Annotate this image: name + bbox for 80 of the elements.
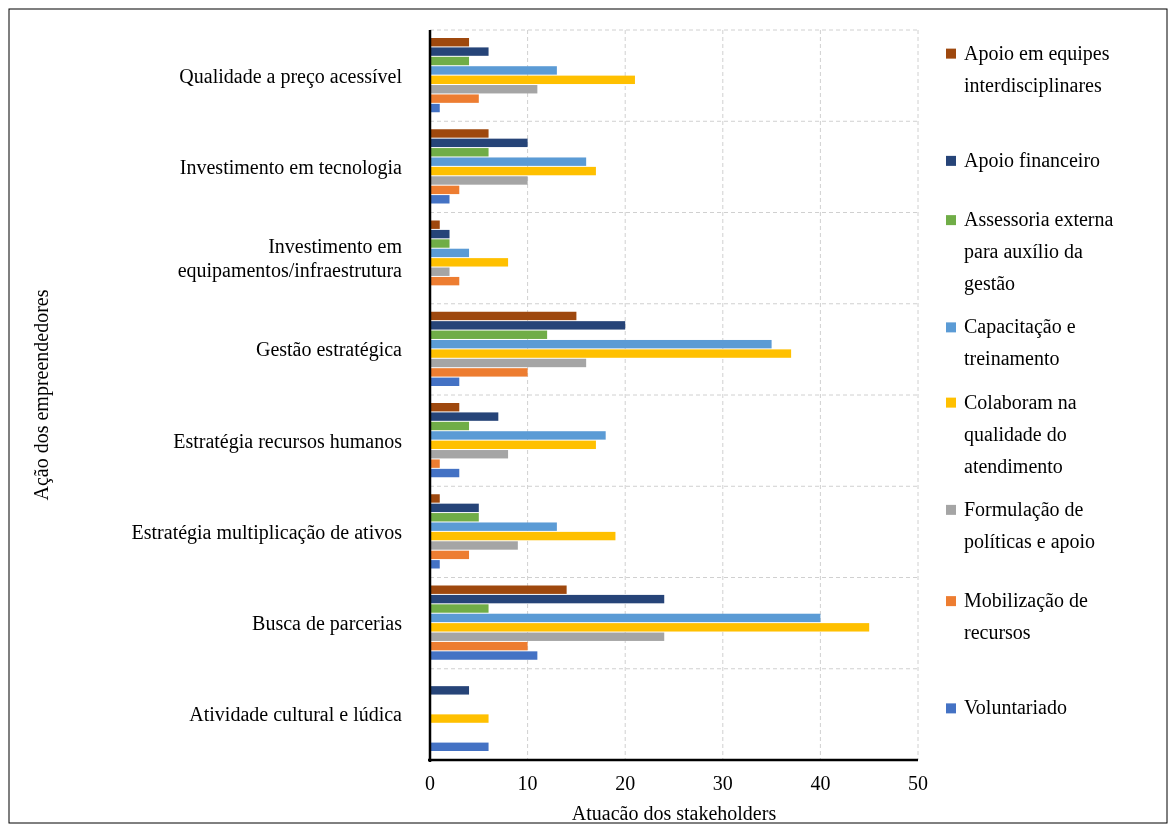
y-tick-label: Qualidade a preço acessível <box>179 64 403 88</box>
y-tick-label: Estratégia multiplicação de ativos <box>131 520 403 544</box>
x-tick-label: 30 <box>712 772 733 794</box>
bar <box>430 494 440 503</box>
bar <box>430 632 665 641</box>
legend-label: Assessoria externa para auxílio da gestão <box>964 208 1114 296</box>
bar <box>430 541 518 550</box>
y-axis-title: Ação dos empreendedores <box>30 289 53 501</box>
y-tick-label: Gestão estratégica <box>255 338 403 362</box>
bar <box>430 412 499 421</box>
bar <box>430 531 616 541</box>
bar <box>430 229 450 239</box>
bar <box>430 594 665 604</box>
x-tick-label: 0 <box>425 772 435 794</box>
legend-label: Formulação de políticas e apoio <box>964 497 1096 553</box>
x-tick-label: 40 <box>810 772 831 794</box>
bar <box>430 468 460 478</box>
bar <box>430 714 489 723</box>
legend-label: Mobilização de recursos <box>964 589 1088 644</box>
bar <box>430 138 528 148</box>
bar <box>430 742 489 751</box>
bar <box>430 239 450 248</box>
bar <box>430 56 470 66</box>
bar <box>430 459 440 468</box>
bar <box>430 513 479 522</box>
x-axis-title: Atuacão dos stakeholders <box>571 802 777 824</box>
bar <box>430 129 489 138</box>
bar <box>430 166 596 176</box>
bar <box>430 85 538 94</box>
bar <box>430 403 460 412</box>
legend-label: Apoio financeiro <box>964 148 1101 172</box>
bar <box>430 623 870 632</box>
legend-label: Apoio em equipes interdisciplinares <box>964 41 1110 97</box>
bar <box>430 503 479 513</box>
legend-label: Colaboram na qualidade do atendimento <box>964 390 1077 477</box>
y-tick-label: Busca de parcerias <box>252 612 403 636</box>
bar <box>430 349 792 358</box>
bar <box>430 440 596 450</box>
bar <box>430 560 440 569</box>
bar <box>430 339 772 349</box>
y-tick-label: Estratégia recursos humanos <box>173 429 403 453</box>
bar <box>430 47 489 56</box>
bar <box>430 450 509 459</box>
bar <box>430 585 567 594</box>
bar <box>430 195 450 204</box>
bar <box>430 550 470 560</box>
x-tick-label: 20 <box>615 772 636 794</box>
bar <box>430 431 606 440</box>
bar <box>430 651 538 660</box>
bar <box>430 148 489 157</box>
y-tick-label: Investimento em tecnologia <box>179 155 403 179</box>
bar <box>430 258 509 267</box>
bar <box>430 311 577 321</box>
bar <box>430 267 450 276</box>
bar <box>430 358 587 368</box>
bar <box>430 276 460 286</box>
bar <box>430 94 479 103</box>
bar <box>430 686 470 695</box>
x-tick-label: 50 <box>908 772 928 794</box>
bar <box>430 176 528 185</box>
bar <box>430 522 557 531</box>
bar <box>430 368 528 377</box>
legend-label: Voluntariado <box>964 696 1067 719</box>
bar <box>430 157 587 166</box>
x-tick-label: 10 <box>517 772 538 794</box>
y-tick-label: Investimento em equipamentos/infraestrutura <box>177 235 403 283</box>
legend-label: Capacitação e treinamento <box>964 315 1076 370</box>
bar <box>430 248 470 258</box>
bar <box>430 38 470 47</box>
bar <box>430 330 548 339</box>
bar <box>430 641 528 651</box>
bar <box>430 185 460 195</box>
bar <box>430 66 557 75</box>
y-tick-label: Atividade cultural e lúdica <box>189 703 403 726</box>
bar <box>430 613 821 623</box>
bar <box>430 377 460 386</box>
bar <box>430 75 635 85</box>
bar <box>430 421 470 431</box>
bar <box>430 321 626 330</box>
bar <box>430 604 489 613</box>
